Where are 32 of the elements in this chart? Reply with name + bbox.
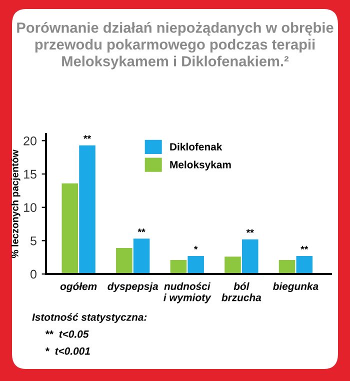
text: * t<0.001 (45, 347, 90, 355)
annotation: ** (84, 135, 92, 139)
annotation: ** (300, 246, 308, 250)
y-tick-label: 0 (30, 270, 36, 279)
x-tick-label: ból brzucha (222, 282, 262, 302)
chart-title: Porównanie działań niepożądanych w obrębie przewodu pokarmowego podczas terapii Meloksykamem i Diklofenakiem.² (17, 22, 334, 70)
bar (242, 239, 258, 274)
y-axis-title: % leczonych pacjentów (11, 150, 20, 258)
y-tick-label: 15 (24, 170, 36, 179)
bar (79, 145, 96, 274)
x-tick-label: biegunka (273, 282, 318, 292)
y-tick-label: 5 (30, 236, 36, 246)
text: ** t<0.05 (45, 330, 89, 338)
annotation: * (194, 246, 198, 250)
text: Istotność statystyczna: (32, 313, 147, 323)
bar (188, 256, 204, 274)
annotation: ** (138, 228, 146, 232)
legend-label: Meloksykam (170, 160, 231, 170)
bar (170, 260, 187, 274)
bar (296, 256, 313, 274)
annotation: ** (246, 229, 254, 233)
y-tick-label: 20 (24, 136, 36, 146)
legend-label: Diklofenak (170, 142, 222, 150)
bar (224, 256, 241, 274)
y-tick-label: 10 (24, 203, 36, 212)
bar (116, 248, 132, 274)
x-tick-label: nudności i wymioty (164, 282, 212, 304)
bar (278, 260, 296, 274)
bar (133, 238, 150, 274)
x-tick-label: ogółem (60, 282, 97, 292)
bar (62, 183, 78, 274)
x-tick-label: dyspepsja (108, 282, 158, 292)
